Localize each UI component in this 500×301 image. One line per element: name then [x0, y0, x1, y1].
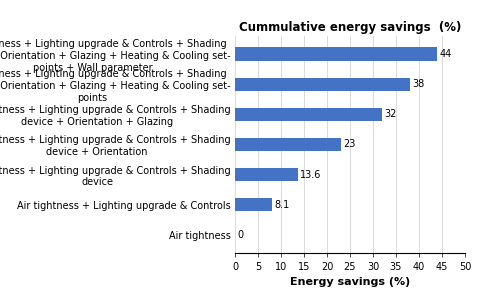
Bar — [235, 108, 382, 121]
Text: 13.6: 13.6 — [300, 169, 321, 180]
Bar — [235, 198, 273, 211]
Text: 38: 38 — [412, 79, 424, 89]
Text: 23: 23 — [343, 139, 355, 150]
Title: Cummulative energy savings  (%): Cummulative energy savings (%) — [239, 20, 461, 34]
Bar — [235, 168, 298, 181]
Text: 0: 0 — [238, 230, 244, 240]
Text: 44: 44 — [440, 49, 452, 59]
Text: 32: 32 — [384, 109, 397, 119]
Bar — [235, 47, 438, 61]
Text: 8.1: 8.1 — [274, 200, 290, 210]
Bar — [235, 138, 341, 151]
Bar — [235, 77, 410, 91]
X-axis label: Energy savings (%): Energy savings (%) — [290, 278, 410, 287]
